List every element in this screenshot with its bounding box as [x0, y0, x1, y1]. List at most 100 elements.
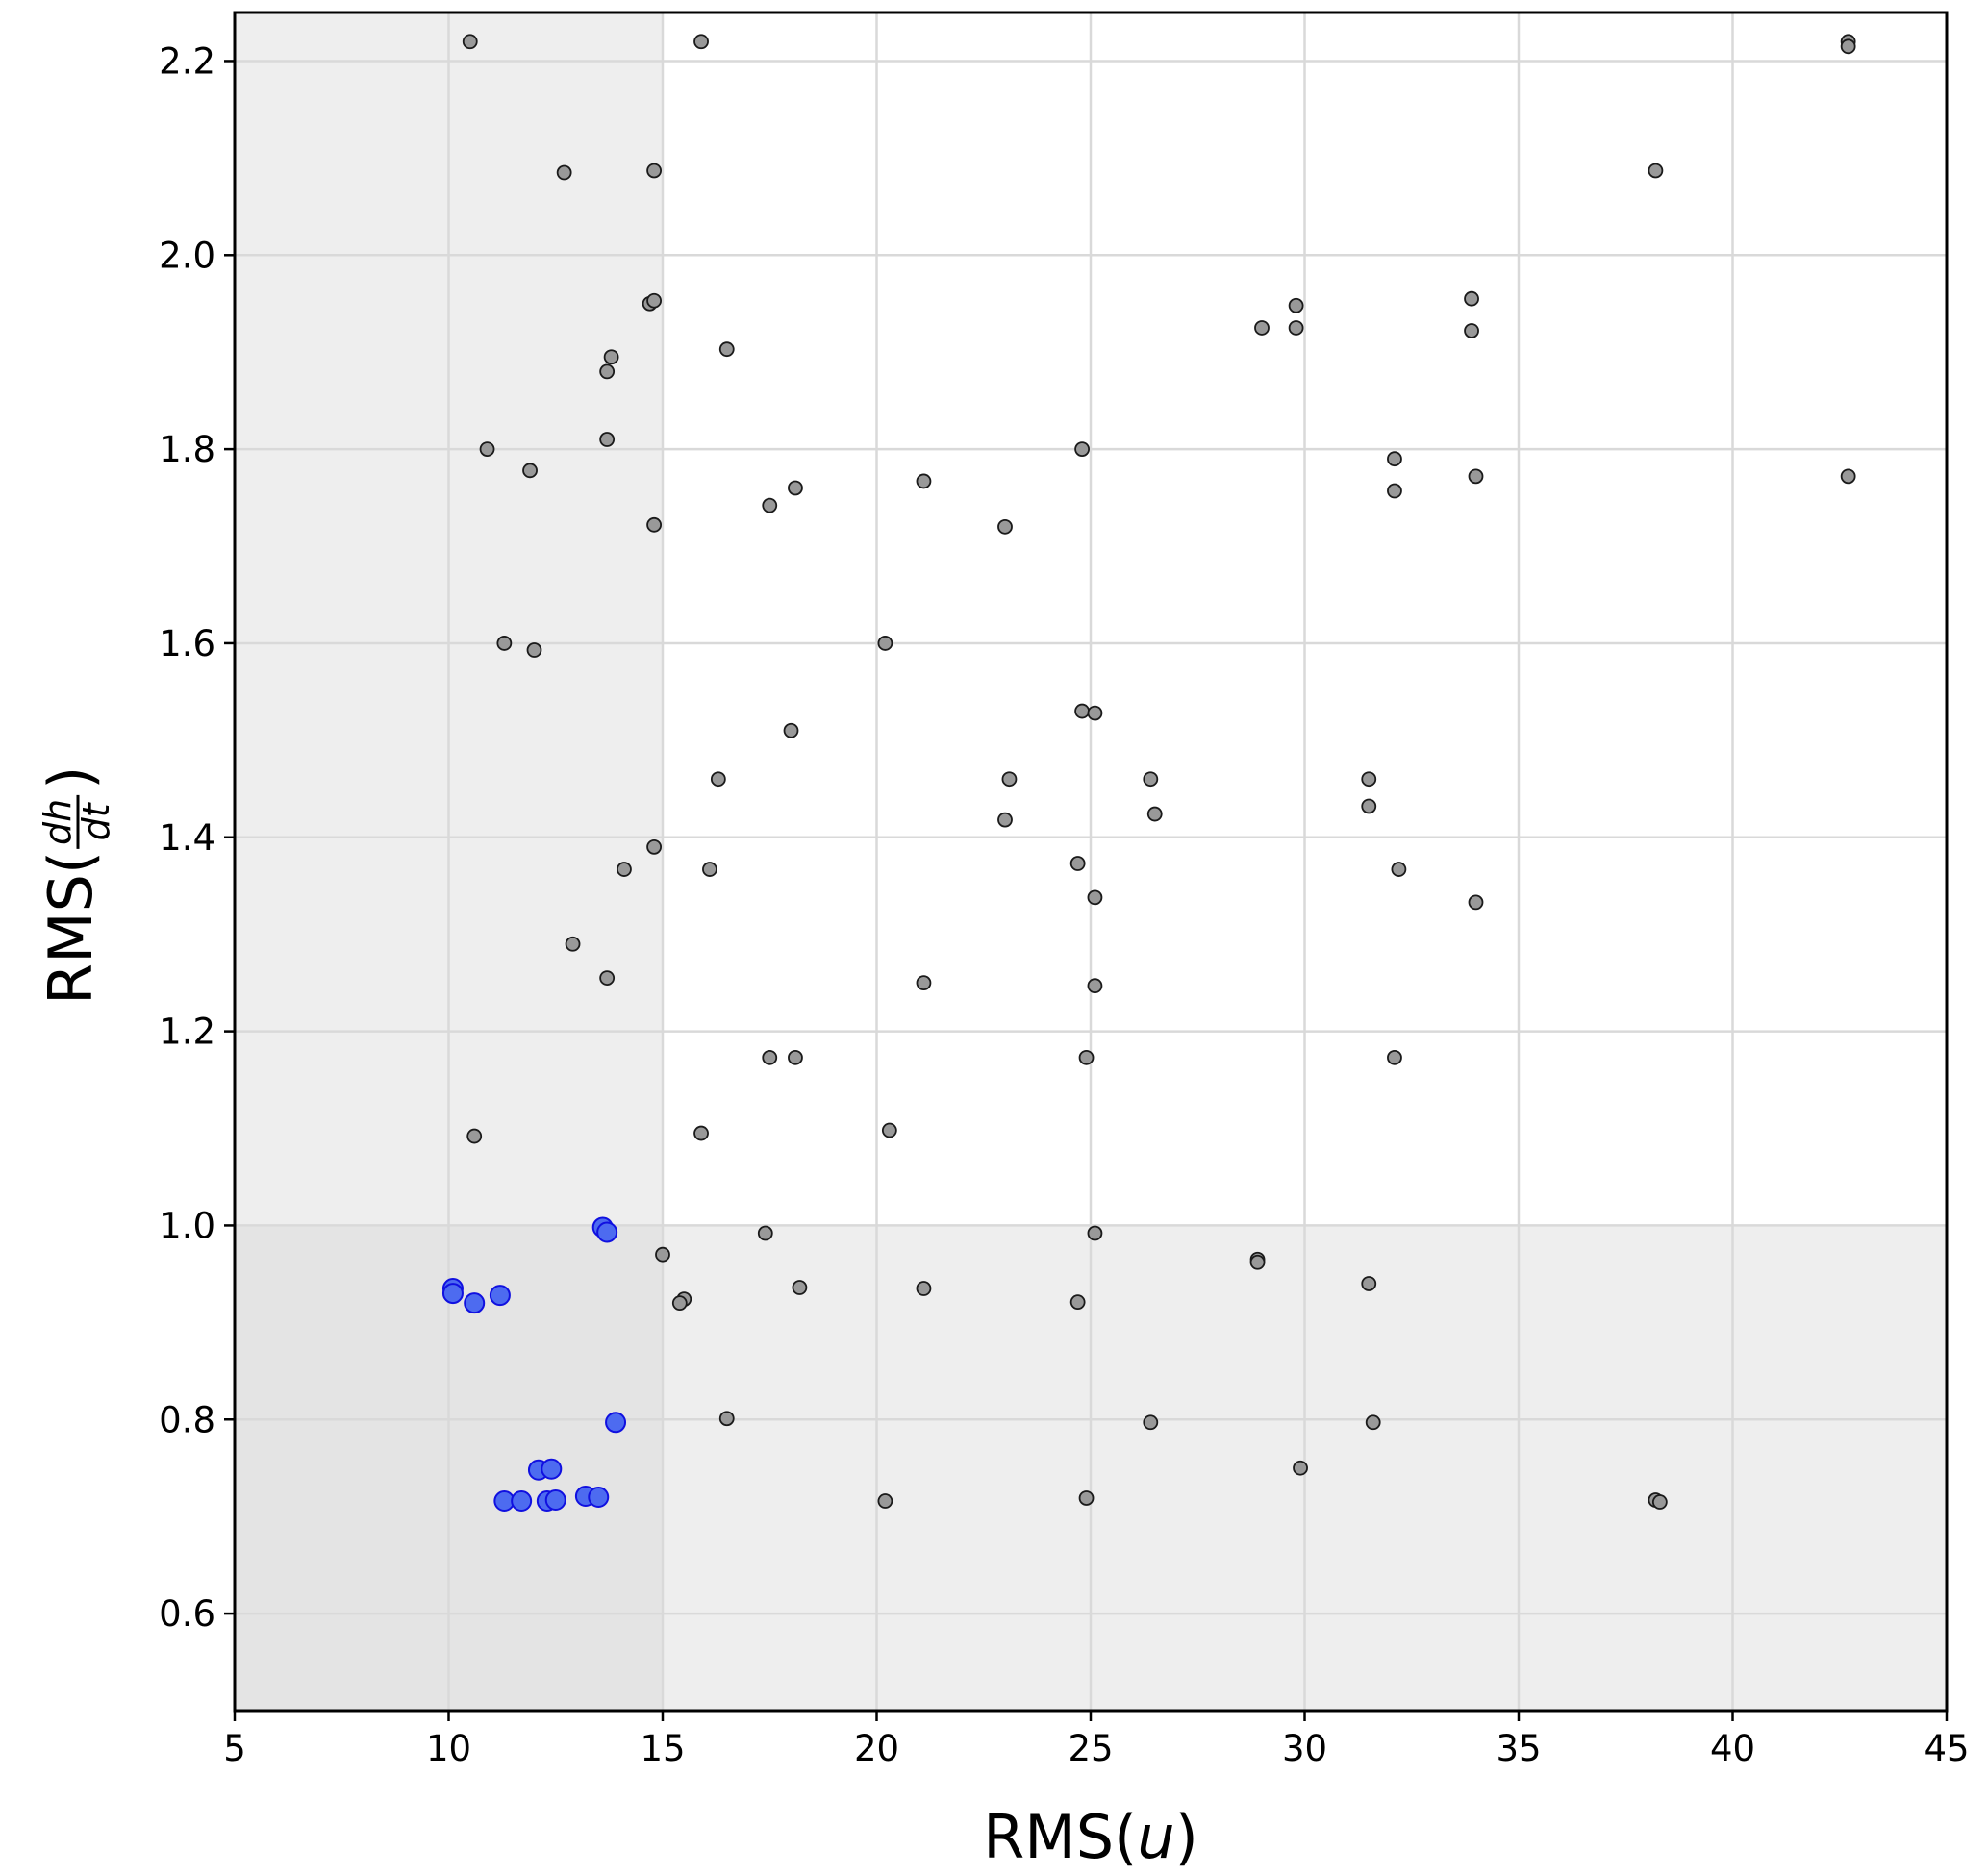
- y-axis-ticks: 0.6 0.8 1.0 1.2 1.4 1.6 1.8 2.0 2.2: [159, 40, 235, 1635]
- data-point: [1468, 894, 1484, 911]
- y-tick-label: 1.0: [159, 1205, 215, 1246]
- data-point: [599, 432, 616, 447]
- data-point: [1087, 978, 1103, 994]
- x-tick-label: 25: [1068, 1728, 1113, 1769]
- highlighted-point: [605, 1412, 627, 1434]
- data-point: [1074, 441, 1090, 458]
- data-point: [556, 164, 572, 181]
- data-points: [441, 34, 1856, 1513]
- data-point: [1468, 468, 1484, 485]
- data-point: [1069, 856, 1086, 871]
- y-tick-label: 0.8: [159, 1399, 215, 1440]
- data-point: [617, 862, 632, 877]
- highlighted-point: [596, 1221, 618, 1243]
- highlighted-point: [464, 1292, 486, 1314]
- data-point: [1361, 771, 1377, 788]
- data-point: [1840, 38, 1856, 55]
- data-point: [599, 363, 616, 380]
- svg-text:RMS(: RMS(: [36, 851, 106, 1005]
- data-point: [1249, 1254, 1266, 1270]
- x-tick-label: 20: [854, 1728, 899, 1769]
- data-point: [702, 862, 717, 877]
- data-point: [526, 642, 542, 658]
- highlighted-point: [489, 1285, 511, 1307]
- y-tick-label: 2.0: [159, 235, 215, 276]
- data-point: [1361, 1276, 1377, 1291]
- data-point: [1074, 703, 1090, 719]
- data-point: [1288, 297, 1304, 313]
- data-point: [1087, 889, 1103, 906]
- y-tick-label: 1.6: [159, 623, 215, 664]
- y-axis-label-denominator: dt: [75, 801, 117, 840]
- data-point: [1361, 798, 1377, 814]
- x-tick-label: 15: [640, 1728, 685, 1769]
- data-point: [1648, 163, 1664, 179]
- data-point: [1293, 1460, 1308, 1476]
- highlighted-point: [511, 1490, 533, 1513]
- data-point: [646, 163, 662, 179]
- y-tick-label: 0.6: [159, 1593, 215, 1635]
- y-axis-label-prefix: RMS(: [36, 851, 106, 1005]
- data-point: [565, 936, 581, 952]
- data-point: [788, 480, 803, 496]
- data-point: [877, 636, 893, 651]
- y-axis-label-numerator: dh: [37, 799, 79, 845]
- data-point: [762, 1049, 778, 1065]
- x-axis-label-suffix: ): [1175, 1802, 1198, 1872]
- data-point: [1069, 1294, 1086, 1311]
- x-axis-ticks: 5 10 15 20 25 30 35 40 45: [223, 1711, 1970, 1769]
- data-point: [1143, 1414, 1159, 1431]
- data-point: [693, 34, 709, 50]
- x-axis-label-var: u: [1137, 1802, 1174, 1872]
- data-point: [1464, 290, 1479, 307]
- y-tick-label: 1.8: [159, 429, 215, 470]
- x-axis-label-prefix: RMS(: [983, 1802, 1137, 1872]
- x-tick-label: 10: [426, 1728, 471, 1769]
- data-point: [522, 463, 538, 479]
- data-point: [1001, 771, 1018, 788]
- grid-lines: [235, 13, 1947, 1711]
- data-point: [1288, 320, 1304, 336]
- highlighted-point: [441, 1283, 464, 1305]
- data-point: [646, 516, 662, 533]
- data-point: [881, 1122, 897, 1138]
- data-point: [1387, 483, 1402, 499]
- data-point: [496, 636, 513, 651]
- data-point: [1391, 862, 1407, 877]
- data-point: [1143, 771, 1159, 788]
- highlighted-point: [544, 1489, 566, 1512]
- y-axis-label-suffix: ): [36, 766, 106, 789]
- data-point: [1365, 1414, 1381, 1431]
- y-tick-label: 1.4: [159, 817, 215, 859]
- data-point: [1078, 1490, 1095, 1506]
- data-point: [466, 1128, 483, 1144]
- data-point: [646, 292, 662, 309]
- data-point: [462, 34, 478, 50]
- data-point: [788, 1049, 803, 1065]
- highlighted-point: [541, 1458, 563, 1480]
- data-point: [1840, 468, 1856, 485]
- data-point: [1087, 1225, 1103, 1241]
- data-point: [1651, 1494, 1668, 1510]
- highlighted-point: [588, 1486, 610, 1508]
- data-point: [1146, 806, 1163, 822]
- data-point: [792, 1280, 808, 1295]
- x-axis-label: RMS(u): [983, 1802, 1198, 1872]
- y-axis-label: RMS( dh dt ): [36, 766, 117, 1005]
- data-point: [646, 838, 662, 855]
- data-point: [1078, 1049, 1095, 1065]
- y-tick-label: 1.2: [159, 1012, 215, 1053]
- data-point: [916, 975, 932, 991]
- data-point: [603, 349, 619, 365]
- data-point: [718, 341, 735, 358]
- x-tick-label: 35: [1496, 1728, 1541, 1769]
- data-point: [479, 441, 495, 458]
- data-point: [599, 970, 616, 986]
- data-point: [762, 497, 778, 513]
- data-point: [916, 1281, 932, 1296]
- data-point: [1087, 705, 1103, 721]
- data-point: [877, 1493, 893, 1509]
- data-point: [671, 1295, 688, 1312]
- data-point: [997, 518, 1013, 535]
